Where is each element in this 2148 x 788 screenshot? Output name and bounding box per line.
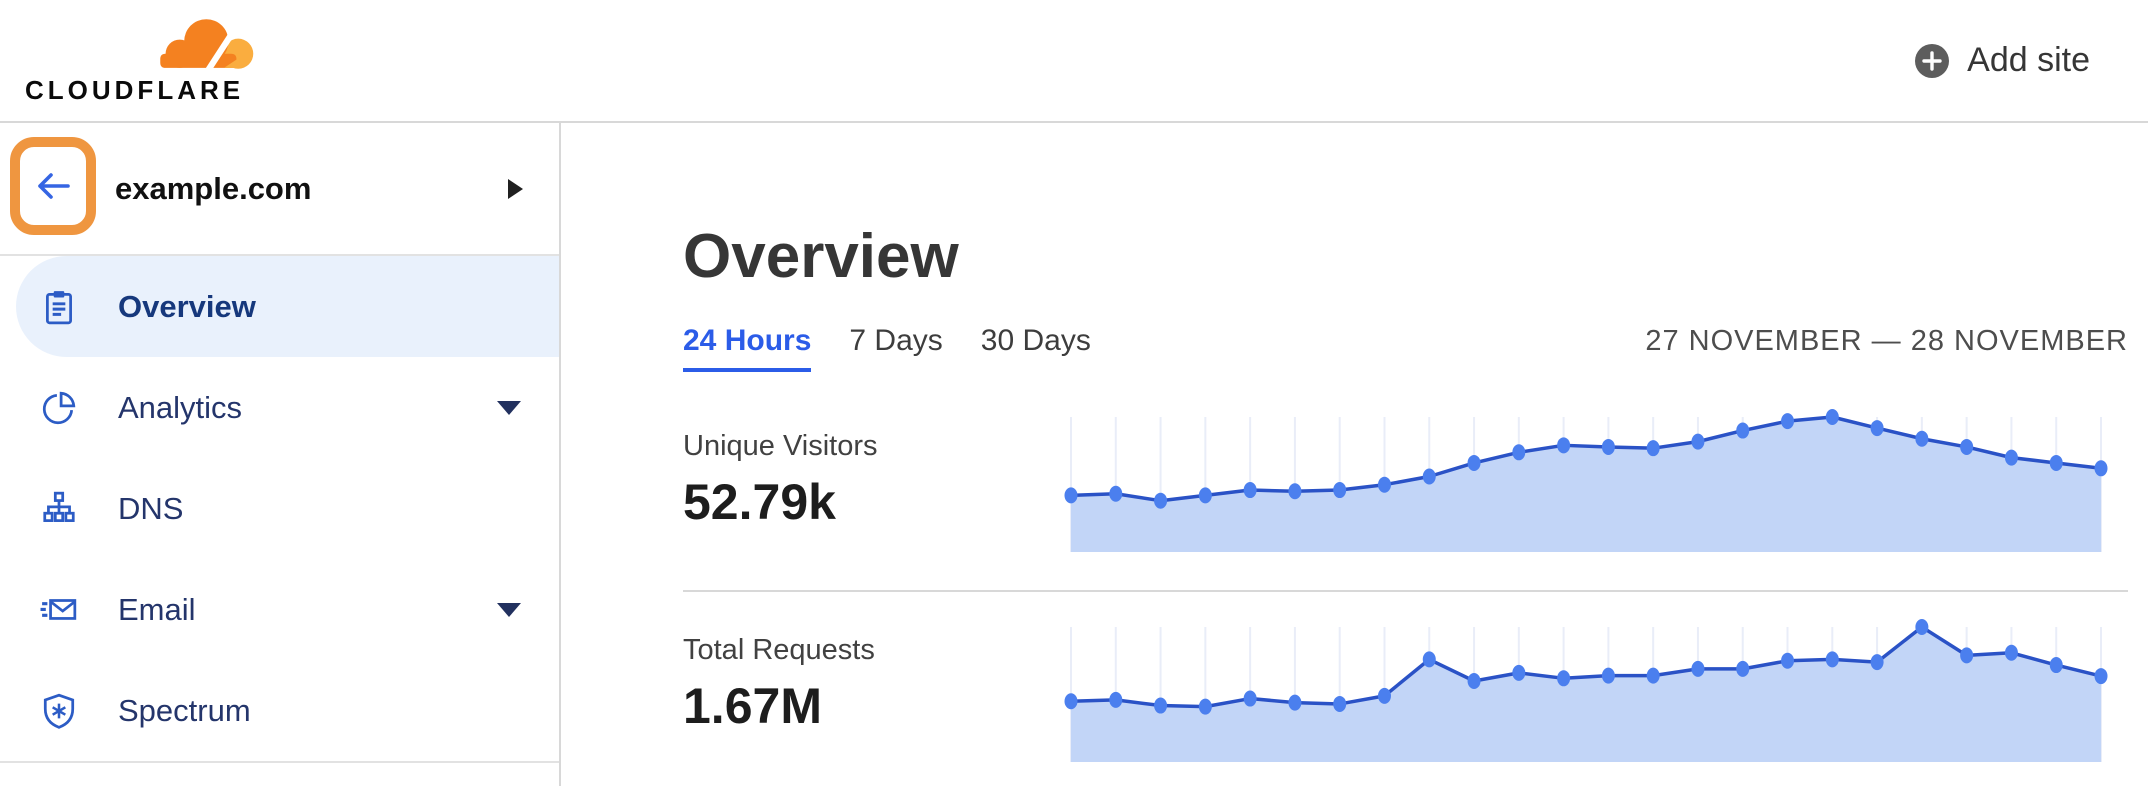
plus-icon xyxy=(1915,43,1950,78)
back-button-annotation-highlight[interactable] xyxy=(10,137,96,235)
metric-label: Total Requests xyxy=(683,634,875,666)
dns-tree-icon xyxy=(43,491,75,522)
main-content: Overview 24 Hours 7 Days 30 Days 27 NOVE… xyxy=(561,123,2148,786)
back-arrow-icon xyxy=(38,173,70,199)
metric-value: 1.67M xyxy=(683,678,822,734)
clipboard-icon xyxy=(46,290,72,324)
cloudflare-wordmark: CLOUDFLARE xyxy=(25,75,245,105)
site-expand-icon[interactable] xyxy=(508,178,523,199)
metric-value: 52.79k xyxy=(683,474,836,530)
sidebar-item-spectrum[interactable]: Spectrum xyxy=(0,660,559,761)
sidebar-item-dns[interactable]: DNS xyxy=(0,458,559,559)
chevron-down-icon[interactable] xyxy=(497,602,521,617)
sidebar-item-label: Email xyxy=(118,591,196,627)
email-icon xyxy=(40,598,77,620)
add-site-button[interactable]: Add site xyxy=(1913,41,2090,80)
sidebar-item-label: Overview xyxy=(118,288,256,324)
sidebar-item-label: Analytics xyxy=(118,389,243,425)
cloudflare-cloud-icon xyxy=(160,19,254,73)
sidebar-item-label: DNS xyxy=(118,490,184,526)
chevron-down-icon[interactable] xyxy=(497,400,521,415)
sidebar-site-header: example.com xyxy=(0,123,559,256)
add-site-label: Add site xyxy=(1967,41,2090,79)
site-name: example.com xyxy=(115,170,312,206)
metric-row-unique-visitors: Unique Visitors 52.79k xyxy=(683,394,2128,590)
page-title: Overview xyxy=(683,222,959,291)
pie-chart-icon xyxy=(42,391,76,424)
cloudflare-logo[interactable]: CLOUDFLARE xyxy=(25,15,263,106)
sidebar-item-email[interactable]: Email xyxy=(0,559,559,660)
tab-24-hours[interactable]: 24 Hours xyxy=(683,324,812,372)
total-requests-chart[interactable] xyxy=(1064,592,2108,788)
sidebar-nav: Overview Analytics xyxy=(0,256,559,763)
sidebar-item-label: Spectrum xyxy=(118,692,251,728)
date-range-label: 27 NOVEMBER — 28 NOVEMBER xyxy=(1645,325,2128,357)
unique-visitors-chart[interactable] xyxy=(1064,394,2108,590)
sidebar: example.com Overview xyxy=(0,123,561,786)
metric-row-total-requests: Total Requests 1.67M xyxy=(683,590,2128,788)
tab-7-days[interactable]: 7 Days xyxy=(849,324,943,357)
sidebar-item-analytics[interactable]: Analytics xyxy=(0,357,559,458)
top-header: CLOUDFLARE Add site xyxy=(0,0,2148,123)
shield-spark-icon xyxy=(43,693,75,729)
sidebar-item-overview[interactable]: Overview xyxy=(16,256,559,357)
time-range-tabs: 24 Hours 7 Days 30 Days 27 NOVEMBER — 28… xyxy=(683,324,2128,372)
metric-label: Unique Visitors xyxy=(683,430,878,462)
tab-30-days[interactable]: 30 Days xyxy=(980,324,1091,357)
